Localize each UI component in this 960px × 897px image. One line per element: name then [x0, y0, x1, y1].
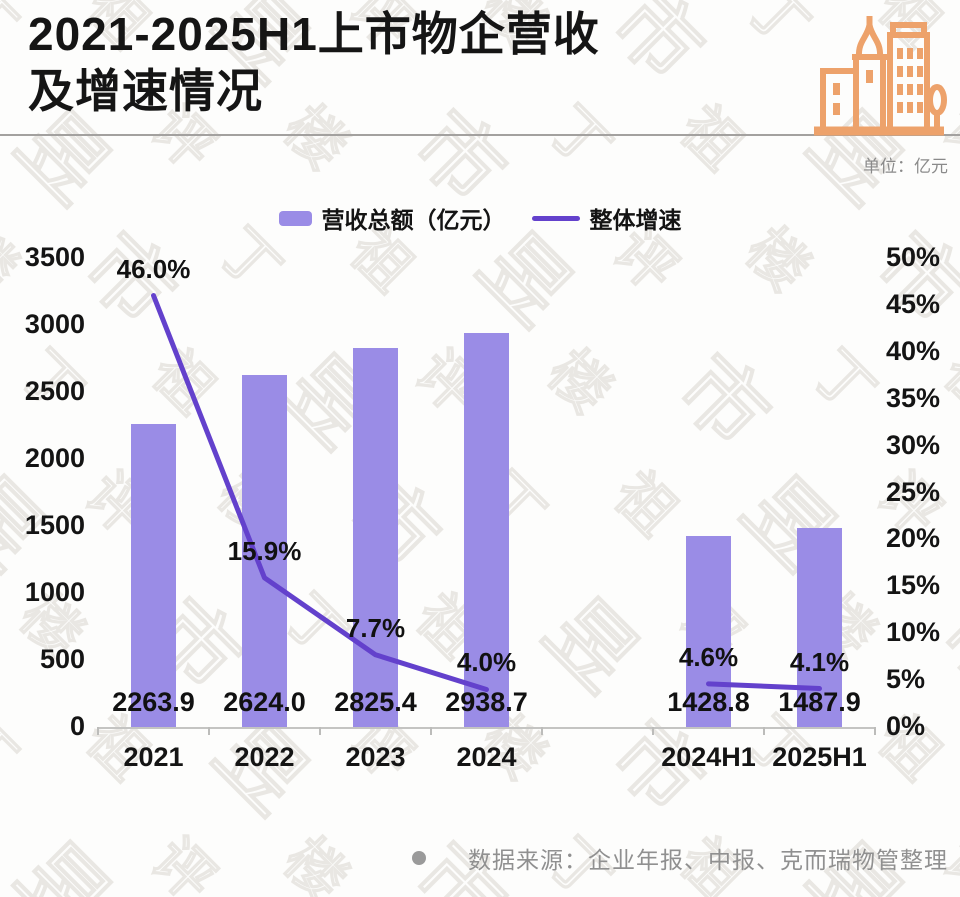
right-axis-tick-0%: 0% [886, 710, 926, 741]
bar-value-2025H1: 1487.9 [778, 687, 861, 717]
x-axis-tickmark [319, 727, 321, 735]
x-axis-tickmark [208, 727, 210, 735]
legend-label-growth: 整体增速 [589, 207, 682, 233]
line-swatch-icon [531, 215, 580, 221]
bar-value-2024: 2938.7 [445, 687, 528, 717]
growth-label-2024: 4.0% [456, 647, 517, 678]
title-line1: 2021-2025H1上市物企营收 [28, 8, 600, 60]
left-axis-tick-1000: 1000 [24, 576, 85, 607]
right-axis-tick-45%: 45% [886, 288, 941, 319]
x-axis-tickmark [652, 727, 654, 735]
growth-label-2021: 46.0% [116, 253, 191, 284]
bullet-icon [412, 851, 426, 865]
bar-2024 [464, 333, 509, 727]
left-axis-tick-1500: 1500 [24, 509, 85, 540]
legend: 营收总额（亿元） 整体增速 [0, 201, 960, 235]
left-axis-tick-3000: 3000 [24, 308, 85, 339]
x-axis-label-2023: 2023 [345, 742, 406, 772]
legend-item-growth: 整体增速 [531, 201, 682, 235]
bar-value-2024H1: 1428.8 [667, 687, 750, 717]
page-title: 2021-2025H1上市物企营收 及增速情况 [28, 6, 808, 120]
x-axis-label-2025H1: 2025H1 [772, 742, 867, 772]
right-axis-tick-20%: 20% [886, 523, 941, 554]
right-axis-tick-50%: 50% [886, 241, 941, 272]
left-axis-tick-500: 500 [39, 643, 85, 674]
bar-swatch-icon [278, 210, 312, 226]
x-axis-tickmark [541, 727, 543, 735]
header-divider [0, 134, 960, 136]
x-axis-label-2022: 2022 [234, 742, 295, 772]
bar-2021 [131, 423, 176, 727]
growth-label-2024H1: 4.6% [678, 641, 739, 672]
left-axis-tick-3500: 3500 [24, 241, 85, 272]
right-axis-tick-15%: 15% [886, 570, 941, 601]
growth-line-segment [151, 293, 489, 692]
growth-label-2025H1: 4.1% [789, 646, 850, 677]
bar-value-2022: 2624.0 [223, 687, 306, 717]
bar-value-2023: 2825.4 [334, 687, 417, 717]
right-axis-tick-5%: 5% [886, 663, 926, 694]
left-axis-tick-2500: 2500 [24, 375, 85, 406]
right-axis-tick-25%: 25% [886, 476, 941, 507]
title-line2: 及增速情况 [28, 65, 263, 117]
bar-value-2021: 2263.9 [112, 687, 195, 717]
bar-2024H1 [686, 535, 731, 727]
growth-label-2022: 15.9% [227, 535, 302, 566]
bar-2022 [242, 375, 287, 727]
right-axis-tick-30%: 30% [886, 429, 941, 460]
x-axis-tickmark [430, 727, 432, 735]
legend-label-revenue: 营收总额（亿元） [321, 207, 506, 233]
left-axis-tick-2000: 2000 [24, 442, 85, 473]
unit-label: 单位：亿元 [863, 157, 948, 176]
right-axis-tick-35%: 35% [886, 382, 941, 413]
right-axis-tick-40%: 40% [886, 335, 941, 366]
left-axis-tick-0: 0 [69, 710, 85, 741]
growth-line-segment [706, 681, 822, 692]
x-axis-label-2021: 2021 [123, 742, 184, 772]
source-text: 数据来源：企业年报、中报、克而瑞物管整理 [468, 847, 948, 873]
growth-label-2023: 7.7% [345, 612, 406, 643]
bar-2023 [353, 348, 398, 727]
x-axis-line [98, 727, 875, 729]
x-axis-label-2024: 2024 [456, 742, 517, 772]
building-icon [808, 4, 950, 138]
bar-2025H1 [797, 527, 842, 727]
x-axis-tickmark [874, 727, 876, 735]
source-note: 数据来源：企业年报、中报、克而瑞物管整理 [412, 841, 948, 875]
legend-item-revenue: 营收总额（亿元） [278, 201, 506, 235]
x-axis-tickmark [97, 727, 99, 735]
x-axis-tickmark [763, 727, 765, 735]
right-axis-tick-10%: 10% [886, 617, 941, 648]
x-axis-label-2024H1: 2024H1 [661, 742, 756, 772]
